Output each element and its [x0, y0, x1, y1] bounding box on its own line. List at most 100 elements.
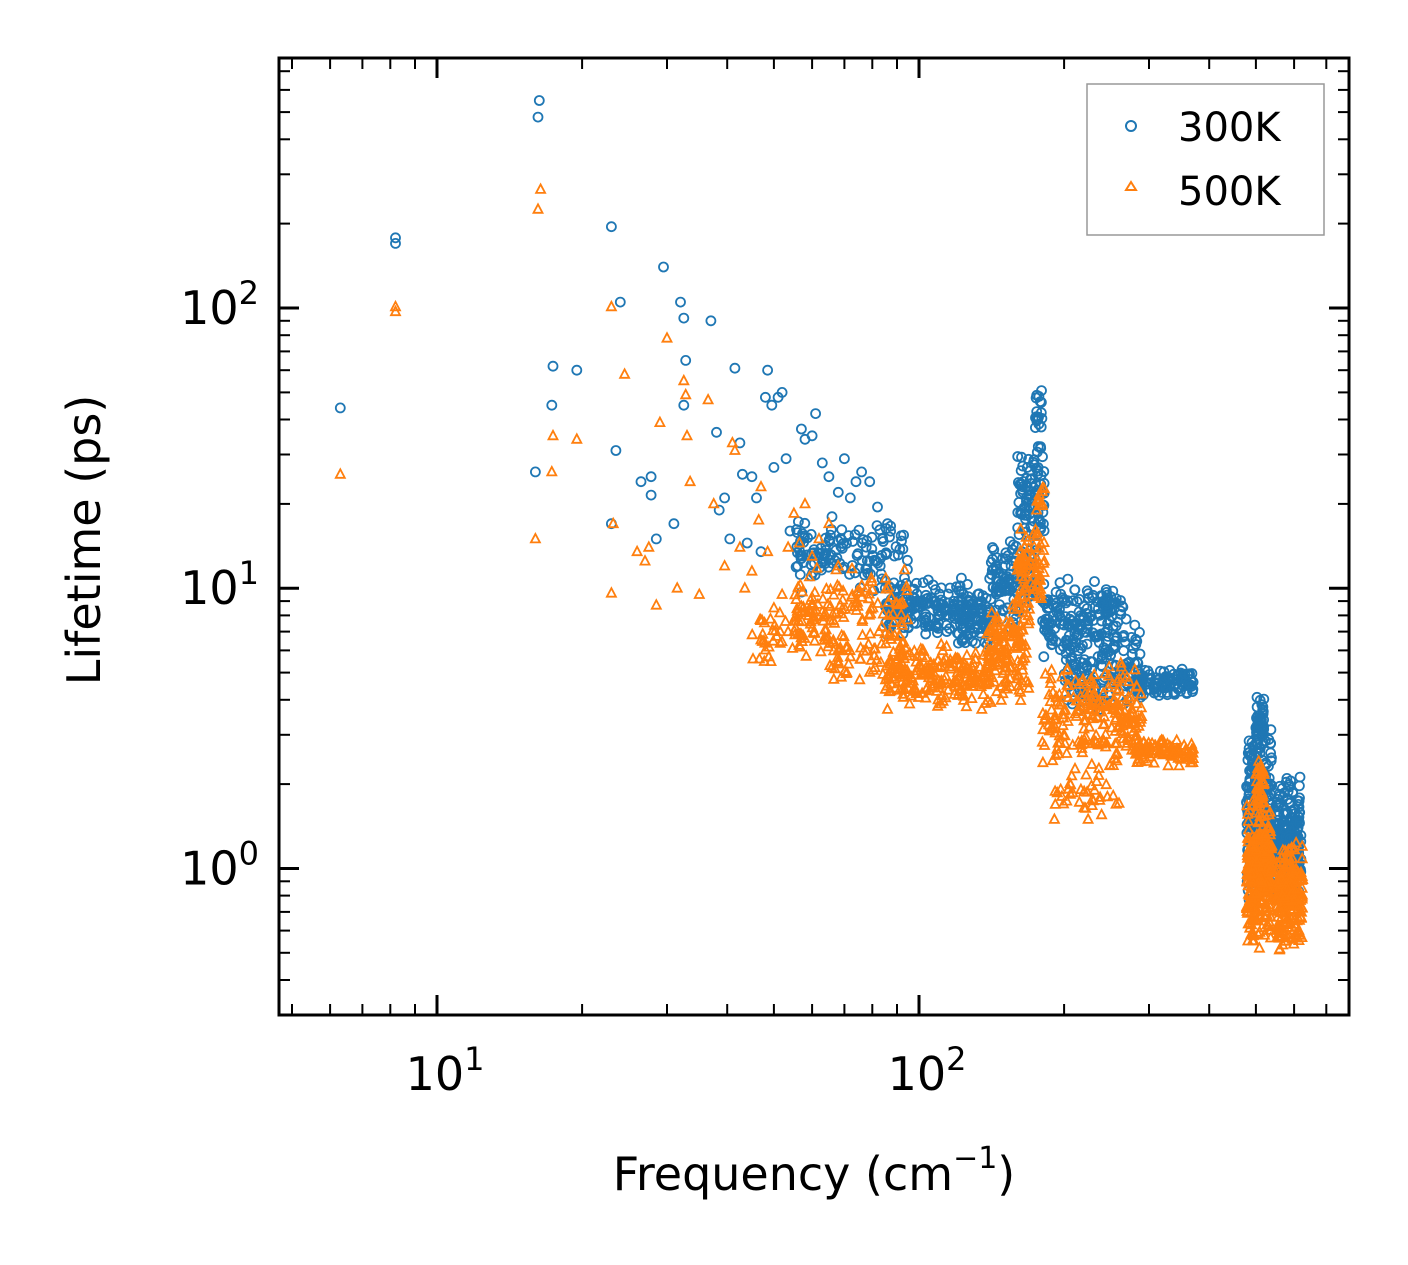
point-500k: [1185, 737, 1198, 749]
point-300k: [806, 430, 818, 442]
point-500k: [1117, 731, 1130, 744]
point-500k: [892, 661, 905, 673]
point-500k: [1078, 784, 1091, 797]
point-500k: [1006, 598, 1019, 610]
point-500k: [1061, 662, 1074, 674]
point-500k: [873, 624, 885, 637]
point-500k: [1091, 709, 1103, 721]
point-500k: [1081, 707, 1094, 719]
point-300k: [816, 457, 828, 469]
point-500k: [969, 652, 982, 664]
point-500k: [1296, 851, 1309, 864]
point-500k: [884, 632, 897, 644]
point-300k: [942, 609, 954, 621]
point-300k: [1066, 619, 1077, 631]
point-300k: [1035, 441, 1046, 453]
point-300k: [614, 296, 626, 308]
point-300k: [1078, 612, 1090, 623]
point-500k: [882, 580, 895, 592]
point-300k: [957, 612, 968, 624]
point-500k: [923, 683, 936, 696]
point-500k: [1093, 793, 1106, 805]
point-300k: [1254, 742, 1266, 754]
point-300k: [1053, 608, 1065, 620]
point-500k: [1048, 713, 1061, 725]
point-300k: [932, 611, 944, 622]
point-300k: [894, 543, 906, 555]
point-500k: [1280, 868, 1293, 880]
point-300k: [532, 111, 544, 123]
point-300k: [675, 296, 686, 308]
point-500k: [990, 629, 1003, 641]
point-500k: [807, 625, 820, 638]
point-300k: [895, 530, 907, 542]
point-300k: [1163, 672, 1175, 683]
point-300k: [1292, 795, 1303, 806]
point-500k: [1095, 705, 1108, 717]
point-500k: [1046, 753, 1059, 766]
point-500k: [1045, 663, 1058, 675]
point-500k: [1044, 676, 1057, 688]
point-500k: [1036, 480, 1049, 492]
point-500k: [869, 660, 882, 673]
point-500k: [1121, 670, 1133, 682]
point-300k: [1119, 636, 1131, 648]
point-500k: [684, 474, 697, 487]
legend-marker-300k: [1125, 120, 1137, 132]
point-300k: [1062, 595, 1073, 607]
point-500k: [840, 666, 853, 678]
point-500k: [1162, 758, 1175, 771]
point-300k: [952, 627, 963, 639]
point-500k: [897, 664, 909, 676]
point-300k: [977, 618, 989, 630]
point-300k: [1089, 576, 1100, 587]
point-500k: [1082, 812, 1095, 824]
point-300k: [836, 543, 848, 554]
legend-label-300k: 300K: [1178, 105, 1282, 151]
y-tick-label: 101: [180, 554, 259, 615]
point-300k: [1118, 630, 1130, 641]
point-300k: [1032, 462, 1044, 473]
point-500k: [1295, 930, 1308, 942]
point-300k: [1028, 482, 1039, 494]
point-500k: [893, 683, 906, 695]
point-300k: [839, 453, 850, 465]
point-500k: [1017, 596, 1030, 608]
point-500k: [1078, 800, 1090, 813]
point-300k: [1162, 689, 1173, 701]
point-300k: [944, 623, 955, 634]
point-500k: [1028, 540, 1041, 552]
point-300k: [985, 593, 997, 605]
point-500k: [837, 629, 850, 642]
point-500k: [882, 595, 895, 607]
point-500k: [1264, 910, 1277, 922]
point-500k: [880, 582, 893, 594]
point-300k: [885, 525, 896, 537]
point-500k: [823, 658, 836, 671]
point-500k: [389, 299, 402, 312]
point-500k: [1129, 743, 1142, 755]
point-300k: [530, 466, 541, 478]
point-500k: [984, 654, 997, 667]
point-300k: [1112, 616, 1124, 628]
point-300k: [1251, 720, 1263, 732]
point-500k: [807, 604, 820, 617]
point-500k: [1073, 677, 1086, 689]
point-500k: [980, 676, 993, 688]
point-500k: [1020, 580, 1033, 592]
point-500k: [1290, 913, 1303, 926]
point-500k: [759, 643, 772, 655]
point-500k: [607, 516, 620, 529]
point-500k: [865, 571, 878, 583]
point-500k: [1003, 630, 1016, 642]
point-500k: [1250, 827, 1263, 840]
point-500k: [897, 647, 910, 660]
point-300k: [1117, 601, 1129, 613]
point-300k: [1142, 678, 1154, 690]
point-500k: [885, 590, 898, 602]
point-500k: [851, 595, 864, 607]
point-300k: [1081, 661, 1093, 673]
point-300k: [650, 533, 662, 545]
point-500k: [1263, 807, 1275, 820]
point-500k: [1271, 929, 1284, 941]
